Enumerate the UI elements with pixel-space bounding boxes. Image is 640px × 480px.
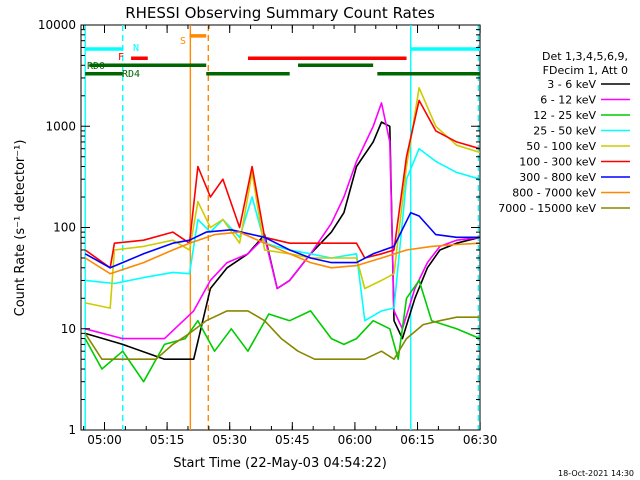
status-label-rd0: RD0 bbox=[87, 61, 105, 72]
axes: 1 10 100 1000 10000 05:00 05:15 05:30 05:45 06:00… bbox=[38, 18, 498, 447]
y-tick-label: 10000 bbox=[38, 18, 76, 32]
x-axis-label: Start Time (22-May-03 04:54:22) bbox=[173, 456, 387, 471]
series-line-5 bbox=[85, 87, 481, 309]
status-label-rd4: RD4 bbox=[122, 69, 140, 80]
x-tick-label: 06:15 bbox=[400, 433, 435, 447]
x-tick-label: 06:00 bbox=[338, 433, 373, 447]
legend-entry-label: 25 - 50 keV bbox=[533, 125, 596, 138]
status-label-s: S bbox=[180, 36, 186, 47]
x-tick-label: 05:45 bbox=[275, 433, 310, 447]
plot-area bbox=[80, 24, 481, 431]
y-tick-label: 100 bbox=[53, 221, 76, 235]
legend-entry-label: 12 - 25 keV bbox=[533, 109, 596, 122]
series-line-9 bbox=[84, 310, 480, 361]
x-tick-label: 05:00 bbox=[87, 433, 122, 447]
legend-entry-label: 100 - 300 keV bbox=[519, 156, 596, 169]
series-line-7 bbox=[84, 211, 480, 269]
y-axis-label: Count Rate (s⁻¹ detector⁻¹) bbox=[13, 140, 28, 317]
series-lines bbox=[84, 87, 481, 383]
legend-entry-label: 6 - 12 keV bbox=[540, 94, 596, 107]
series-line-3 bbox=[84, 279, 481, 383]
status-label-n: N bbox=[133, 43, 139, 54]
y-tick-label: 1 bbox=[68, 423, 76, 437]
vertical-markers bbox=[84, 25, 480, 430]
status-bars: NF S RD0 RD4 bbox=[85, 34, 480, 80]
legend-header-line: Det 1,3,4,5,6,9, bbox=[542, 50, 628, 63]
plot-frame bbox=[80, 24, 481, 431]
legend-entry-label: 3 - 6 keV bbox=[547, 78, 596, 91]
legend-header-line: FDecim 1, Att 0 bbox=[543, 64, 628, 77]
series-line-8 bbox=[84, 231, 481, 275]
x-tick-label: 06:30 bbox=[463, 433, 498, 447]
series-line-1 bbox=[84, 121, 481, 361]
series-line-2 bbox=[84, 102, 481, 340]
date-stamp: 18-Oct-2021 14:30 bbox=[558, 469, 634, 478]
y-tick-label: 10 bbox=[61, 322, 76, 336]
legend-entry-label: 50 - 100 keV bbox=[526, 140, 596, 153]
legend: Det 1,3,4,5,6,9,FDecim 1, Att 03 - 6 keV… bbox=[498, 50, 630, 215]
chart-title: RHESSI Observing Summary Count Rates bbox=[125, 4, 435, 22]
x-tick-label: 05:30 bbox=[212, 433, 247, 447]
series-line-6 bbox=[84, 99, 481, 269]
x-tick-label: 05:15 bbox=[150, 433, 185, 447]
y-tick-label: 1000 bbox=[45, 119, 76, 133]
legend-entry-label: 7000 - 15000 keV bbox=[498, 202, 596, 215]
legend-entry-label: 300 - 800 keV bbox=[519, 171, 596, 184]
legend-entry-label: 800 - 7000 keV bbox=[512, 187, 596, 200]
status-label-f: F bbox=[118, 52, 124, 63]
series-line-4 bbox=[85, 147, 481, 322]
